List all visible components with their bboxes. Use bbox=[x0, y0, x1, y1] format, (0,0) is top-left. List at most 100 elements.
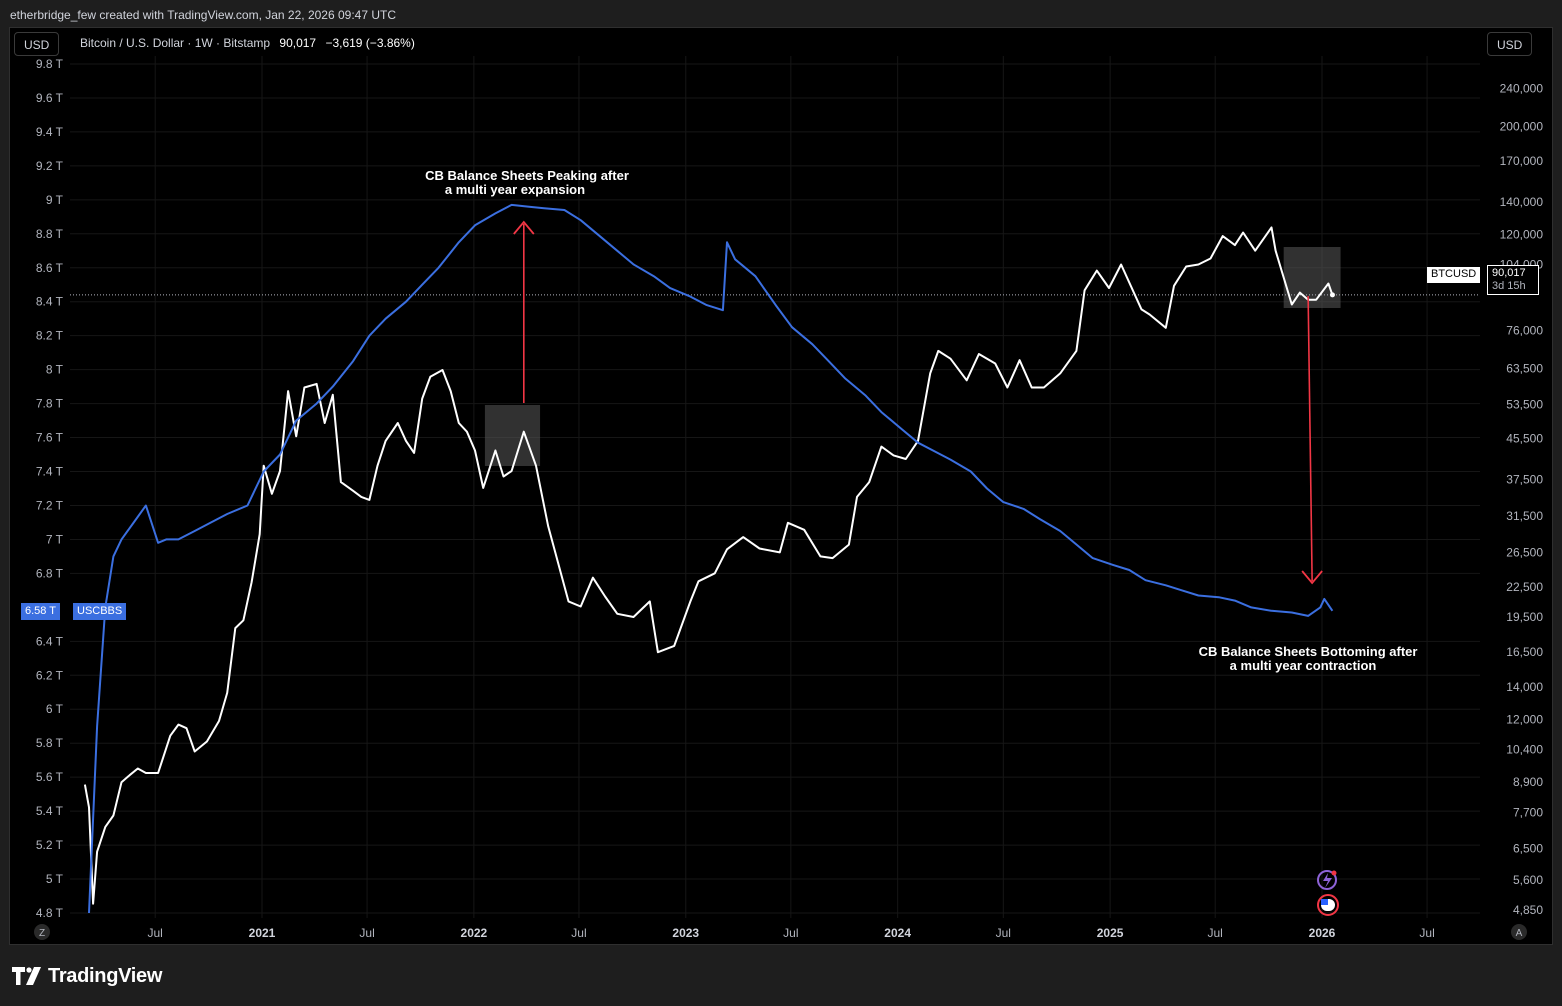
x-axis-tick-label: 2022 bbox=[461, 926, 488, 940]
us-flag-canton-icon bbox=[1321, 899, 1328, 905]
symbol-name: Bitcoin / U.S. Dollar · 1W · Bitstamp bbox=[80, 36, 271, 50]
x-axis-tick-label: Jul bbox=[1208, 926, 1223, 940]
left-axis-tick-label: 7.6 T bbox=[36, 431, 64, 445]
right-axis-tick-label: 14,000 bbox=[1506, 680, 1543, 694]
btc-symbol-tag: BTCUSD bbox=[1427, 267, 1481, 283]
axis-left-button-bg bbox=[34, 924, 50, 940]
left-axis-tick-label: 5 T bbox=[46, 872, 64, 886]
series-line-uscbbs bbox=[88, 203, 1334, 914]
x-axis-tick-label: 2021 bbox=[249, 926, 276, 940]
x-axis-tick-label: 2024 bbox=[884, 926, 911, 940]
x-axis-tick-label: 2025 bbox=[1097, 926, 1124, 940]
left-axis-tick-label: 6.2 T bbox=[36, 668, 64, 682]
annotation-top-line1: CB Balance Sheets Peaking after bbox=[425, 168, 629, 183]
right-axis-tick-label: 45,500 bbox=[1506, 432, 1543, 446]
right-axis-tick-label: 76,000 bbox=[1506, 324, 1543, 338]
left-axis-tick-label: 5.8 T bbox=[36, 736, 64, 750]
right-axis-tick-label: 4,850 bbox=[1513, 903, 1543, 917]
left-axis-tick-label: 7 T bbox=[46, 532, 64, 546]
right-axis-tick-label: 240,000 bbox=[1500, 81, 1544, 95]
x-axis-tick-label: Jul bbox=[1419, 926, 1434, 940]
tradingview-wordmark: TradingView bbox=[48, 964, 163, 987]
btc-countdown: 3d 15h bbox=[1492, 280, 1526, 292]
right-axis-tick-label: 19,500 bbox=[1506, 610, 1543, 624]
left-axis-tick-label: 9.8 T bbox=[36, 57, 64, 71]
btc-price-tag: 90,017 3d 15h bbox=[1487, 265, 1539, 295]
highlight-box bbox=[1283, 247, 1341, 308]
left-axis-tick-label: 5.4 T bbox=[36, 804, 64, 818]
x-axis-tick-label: Jul bbox=[571, 926, 586, 940]
right-currency-button[interactable]: USD bbox=[1487, 32, 1533, 56]
x-axis-tick-label: Jul bbox=[148, 926, 163, 940]
left-axis-tick-label: 7.4 T bbox=[36, 465, 64, 479]
axis-right-button-bg bbox=[1511, 924, 1527, 940]
annotation-bottom-line1: CB Balance Sheets Bottoming after bbox=[1199, 644, 1418, 659]
left-axis-tick-label: 6.8 T bbox=[36, 566, 64, 580]
left-axis-tick-label: 7.8 T bbox=[36, 397, 64, 411]
tradingview-footer[interactable]: TradingView bbox=[12, 964, 162, 988]
annotation-arrows bbox=[513, 220, 1323, 585]
left-axis-tick-label: 8.4 T bbox=[36, 295, 64, 309]
btc-price-value: 90,017 bbox=[1492, 267, 1526, 279]
right-axis-tick-label: 22,500 bbox=[1506, 580, 1543, 594]
legend-change: −3,619 (−3.86%) bbox=[325, 36, 415, 50]
chart-pane[interactable] bbox=[9, 27, 1553, 945]
left-axis-tick-label: 8.8 T bbox=[36, 227, 64, 241]
left-axis-tick-label: 9 T bbox=[46, 193, 64, 207]
arrow-down-head bbox=[1301, 570, 1323, 585]
right-axis-tick-label: 170,000 bbox=[1500, 154, 1544, 168]
lightning-bolt-icon bbox=[1323, 873, 1332, 888]
grid-lines bbox=[70, 56, 1480, 918]
x-axis-tick-label: Jul bbox=[783, 926, 798, 940]
right-axis-tick-label: 120,000 bbox=[1500, 227, 1544, 241]
left-axis-tick-label: 6 T bbox=[46, 702, 64, 716]
right-axis-tick-label: 200,000 bbox=[1500, 120, 1544, 134]
btc-last-point bbox=[1329, 292, 1335, 298]
us-flag-event-icon bbox=[1317, 894, 1339, 916]
symbol-legend[interactable]: Bitcoin / U.S. Dollar · 1W · Bitstamp 90… bbox=[80, 36, 415, 50]
left-axis-tick-label: 5.6 T bbox=[36, 770, 64, 784]
right-axis-tick-label: 7,700 bbox=[1513, 806, 1543, 820]
x-axis-tick-label: Jul bbox=[359, 926, 374, 940]
left-axis-tick-label: 9.2 T bbox=[36, 159, 64, 173]
series-line-btcusd bbox=[83, 226, 1334, 905]
axis-left-button-label: Z bbox=[39, 928, 45, 939]
right-axis-tick-label: 140,000 bbox=[1500, 195, 1544, 209]
axis-right-button-label: A bbox=[1516, 928, 1523, 939]
right-axis-tick-label: 10,400 bbox=[1506, 742, 1543, 756]
x-axis-tick-label: 2026 bbox=[1309, 926, 1336, 940]
axis-left-button[interactable]: Z bbox=[34, 924, 50, 940]
left-currency-button[interactable]: USD bbox=[14, 32, 60, 56]
right-axis-tick-label: 6,500 bbox=[1513, 841, 1543, 855]
annotation-top-line2: a multi year expansion bbox=[445, 182, 585, 197]
notification-dot-icon bbox=[1331, 870, 1337, 876]
left-axis-tick-label: 8.2 T bbox=[36, 329, 64, 343]
legend-price: 90,017 bbox=[279, 36, 317, 50]
event-icons bbox=[1317, 870, 1339, 916]
right-axis-tick-label: 26,500 bbox=[1506, 545, 1543, 559]
left-axis-tick-label: 9.4 T bbox=[36, 125, 64, 139]
right-axis-tick-label: 31,500 bbox=[1506, 509, 1543, 523]
x-axis-tick-label: Jul bbox=[996, 926, 1011, 940]
right-axis-tick-label: 16,500 bbox=[1506, 645, 1543, 659]
left-axis-tick-label: 7.2 T bbox=[36, 498, 64, 512]
annotation-bottom-line2: a multi year contraction bbox=[1230, 658, 1377, 673]
axis-right-button[interactable]: A bbox=[1511, 924, 1527, 940]
right-axis-tick-label: 37,500 bbox=[1506, 472, 1543, 486]
cb-symbol-tag: USCBBS bbox=[73, 603, 127, 620]
left-axis-tick-label: 9.6 T bbox=[36, 91, 64, 105]
right-axis-tick-label: 12,000 bbox=[1506, 712, 1543, 726]
left-axis-tick-label: 8.6 T bbox=[36, 261, 64, 275]
arrow-down-line bbox=[1307, 295, 1313, 582]
x-axis-tick-label: 2023 bbox=[672, 926, 699, 940]
arrow-up-head bbox=[513, 220, 535, 235]
right-axis-tick-label: 53,500 bbox=[1506, 397, 1543, 411]
left-axis-tick-label: 8 T bbox=[46, 363, 64, 377]
right-axis-tick-label: 5,600 bbox=[1513, 873, 1543, 887]
lightning-event-icon bbox=[1317, 870, 1337, 890]
chart-attribution: etherbridge_few created with TradingView… bbox=[10, 8, 397, 22]
tradingview-logo-icon bbox=[12, 967, 41, 985]
right-axis-tick-label: 8,900 bbox=[1513, 775, 1543, 789]
cb-value-tag: 6.58 T bbox=[21, 603, 60, 620]
